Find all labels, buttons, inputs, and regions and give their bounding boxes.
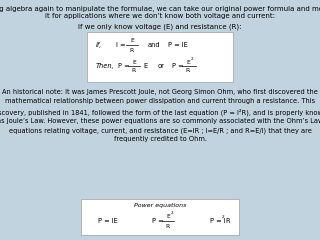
Text: or: or (158, 63, 165, 69)
Text: I =: I = (116, 42, 125, 48)
FancyBboxPatch shape (87, 32, 233, 82)
Text: Using algebra again to manipulate the formulae, we can take our original power f: Using algebra again to manipulate the fo… (0, 6, 320, 12)
Text: An historical note: it was James Prescott Joule, not Georg Simon Ohm, who first : An historical note: it was James Prescot… (2, 89, 318, 95)
Text: E: E (132, 60, 136, 65)
Text: Power equations: Power equations (134, 203, 186, 208)
Text: discovery, published in 1841, followed the form of the last equation (P = I²R), : discovery, published in 1841, followed t… (0, 108, 320, 115)
Text: frequently credited to Ohm.: frequently credited to Ohm. (114, 137, 206, 143)
Text: Then,: Then, (96, 63, 115, 69)
Text: E: E (143, 63, 147, 69)
Text: and: and (148, 42, 161, 48)
Text: R: R (132, 68, 136, 73)
Text: E: E (130, 38, 134, 43)
Text: P =: P = (118, 63, 130, 69)
Text: mathematical relationship between power dissipation and current through a resist: mathematical relationship between power … (5, 98, 315, 104)
Text: E: E (166, 215, 170, 220)
Text: P =: P = (172, 63, 184, 69)
Text: R: R (130, 48, 134, 53)
Text: 2: 2 (191, 57, 194, 61)
Text: E: E (186, 60, 190, 65)
Text: P =: P = (152, 218, 164, 224)
Text: it for applications where we don’t know both voltage and current:: it for applications where we don’t know … (45, 13, 275, 19)
Text: P = I: P = I (210, 218, 226, 224)
Text: P = IE: P = IE (98, 218, 118, 224)
Text: R: R (186, 68, 190, 73)
Text: if,: if, (96, 42, 102, 48)
Text: P = IE: P = IE (168, 42, 188, 48)
Text: 2: 2 (222, 215, 225, 219)
Text: R: R (166, 223, 170, 228)
Text: as Joule’s Law. However, these power equations are so commonly associated with t: as Joule’s Law. However, these power equ… (0, 118, 320, 124)
Text: If we only know voltage (E) and resistance (R):: If we only know voltage (E) and resistan… (78, 24, 242, 30)
Text: 2: 2 (171, 211, 174, 215)
FancyBboxPatch shape (81, 199, 239, 235)
Text: R: R (225, 218, 230, 224)
Text: equations relating voltage, current, and resistance (E=IR ; I=E/R ; and R=E/I) t: equations relating voltage, current, and… (9, 127, 311, 133)
